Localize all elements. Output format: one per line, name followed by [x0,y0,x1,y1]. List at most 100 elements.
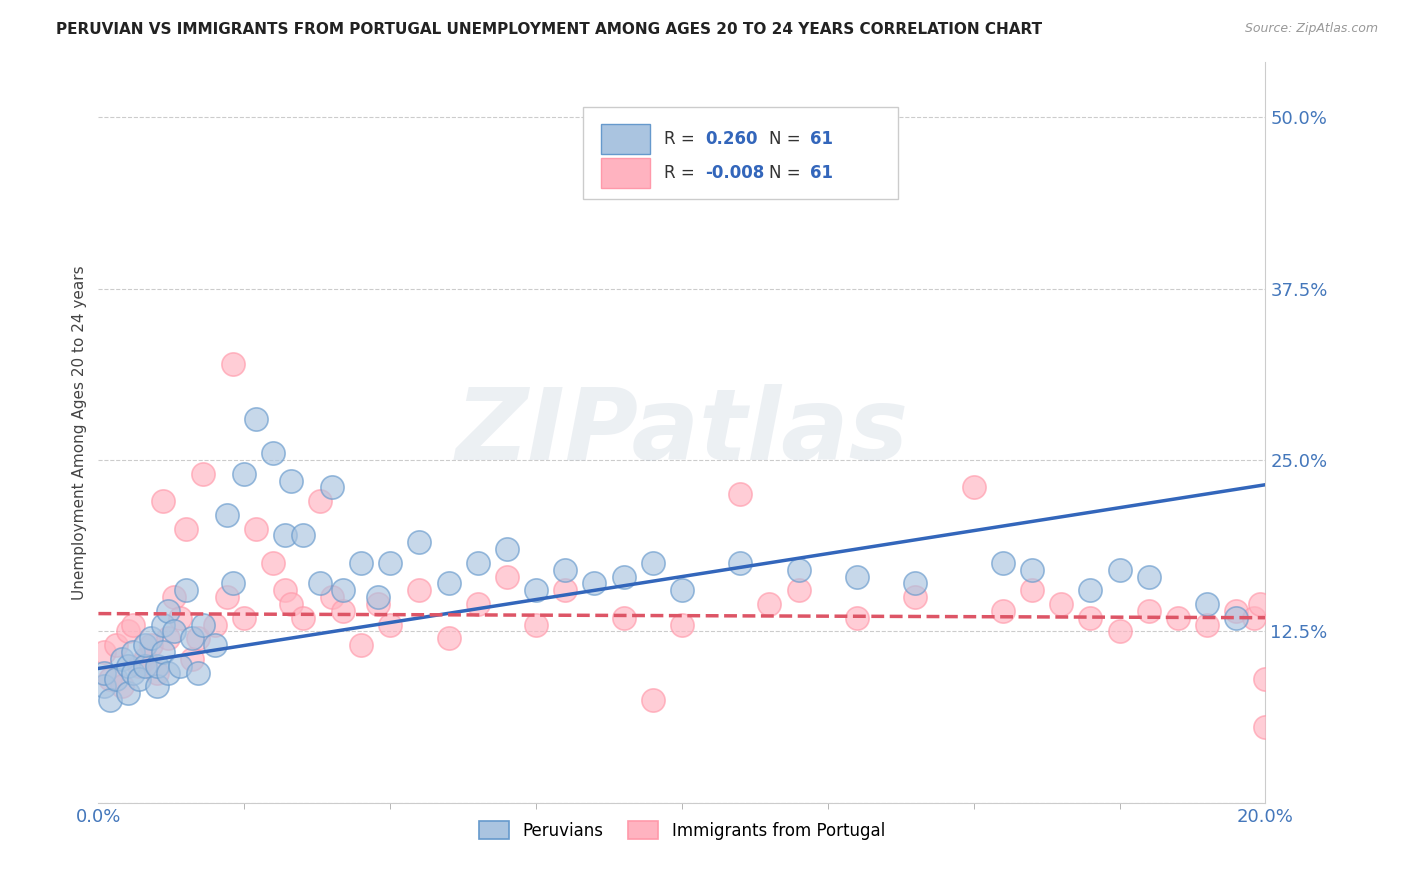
Point [152,494,174,508]
Point [321,590,343,604]
Point [583,576,606,591]
Point [93,645,115,659]
Point [332,583,354,598]
FancyBboxPatch shape [602,124,651,153]
Point [437,632,460,646]
Point [146,665,169,680]
Point [221,576,243,591]
Point [233,467,256,481]
Point [122,665,145,680]
Point [169,610,191,624]
Point [467,556,489,570]
Point [98,693,121,707]
Point [524,583,547,598]
Point [98,673,121,687]
Text: PERUVIAN VS IMMIGRANTS FROM PORTUGAL UNEMPLOYMENT AMONG AGES 20 TO 24 YEARS CORR: PERUVIAN VS IMMIGRANTS FROM PORTUGAL UNE… [56,22,1042,37]
Point [641,693,664,707]
Point [1108,624,1130,639]
Point [846,569,869,583]
FancyBboxPatch shape [602,158,651,187]
Point [169,658,191,673]
Point [496,542,519,557]
Point [730,556,752,570]
Point [612,610,634,624]
Text: 61: 61 [810,129,834,148]
Point [846,610,869,624]
Point [274,528,297,542]
Text: 0.260: 0.260 [706,129,758,148]
Point [157,632,180,646]
Point [280,597,302,611]
Point [1249,597,1271,611]
Point [139,638,162,652]
Point [152,645,174,659]
Y-axis label: Unemployment Among Ages 20 to 24 years: Unemployment Among Ages 20 to 24 years [72,265,87,600]
Point [139,632,162,646]
Point [93,679,115,693]
Point [134,658,156,673]
Point [904,576,927,591]
Point [174,583,197,598]
Point [496,569,519,583]
Point [309,576,332,591]
Point [1167,610,1189,624]
Point [180,632,202,646]
Point [174,522,197,536]
Point [152,617,174,632]
Point [350,556,373,570]
Point [111,652,134,666]
Point [380,556,402,570]
Point [245,412,267,426]
Point [1225,610,1247,624]
Point [104,673,127,687]
Point [787,583,810,598]
Point [122,645,145,659]
Point [671,583,693,598]
Point [134,638,156,652]
Text: -0.008: -0.008 [706,164,765,182]
Point [730,487,752,501]
Text: N =: N = [769,164,801,182]
Text: ZIPatlas: ZIPatlas [456,384,908,481]
Point [437,576,460,591]
Point [554,563,576,577]
Point [204,617,226,632]
Point [408,583,430,598]
Point [180,652,202,666]
Point [1137,569,1160,583]
Point [554,583,576,598]
Point [193,467,215,481]
Point [991,556,1014,570]
Point [367,590,389,604]
Point [146,679,169,693]
Point [111,679,134,693]
Point [321,480,343,494]
Point [962,480,984,494]
Point [1108,563,1130,577]
Point [612,569,634,583]
Point [187,665,209,680]
Point [380,617,402,632]
Point [93,665,115,680]
Legend: Peruvians, Immigrants from Portugal: Peruvians, Immigrants from Portugal [472,814,891,847]
Point [146,658,169,673]
Point [1254,720,1277,734]
Text: N =: N = [769,129,801,148]
Point [204,638,226,652]
FancyBboxPatch shape [582,107,898,200]
Point [193,617,215,632]
Point [991,604,1014,618]
Point [233,610,256,624]
Point [524,617,547,632]
Point [1195,617,1218,632]
Point [104,638,127,652]
Point [117,658,139,673]
Point [157,665,180,680]
Point [262,446,284,460]
Point [1050,597,1073,611]
Point [641,556,664,570]
Point [1021,563,1043,577]
Point [128,658,150,673]
Text: Source: ZipAtlas.com: Source: ZipAtlas.com [1244,22,1378,36]
Point [221,357,243,371]
